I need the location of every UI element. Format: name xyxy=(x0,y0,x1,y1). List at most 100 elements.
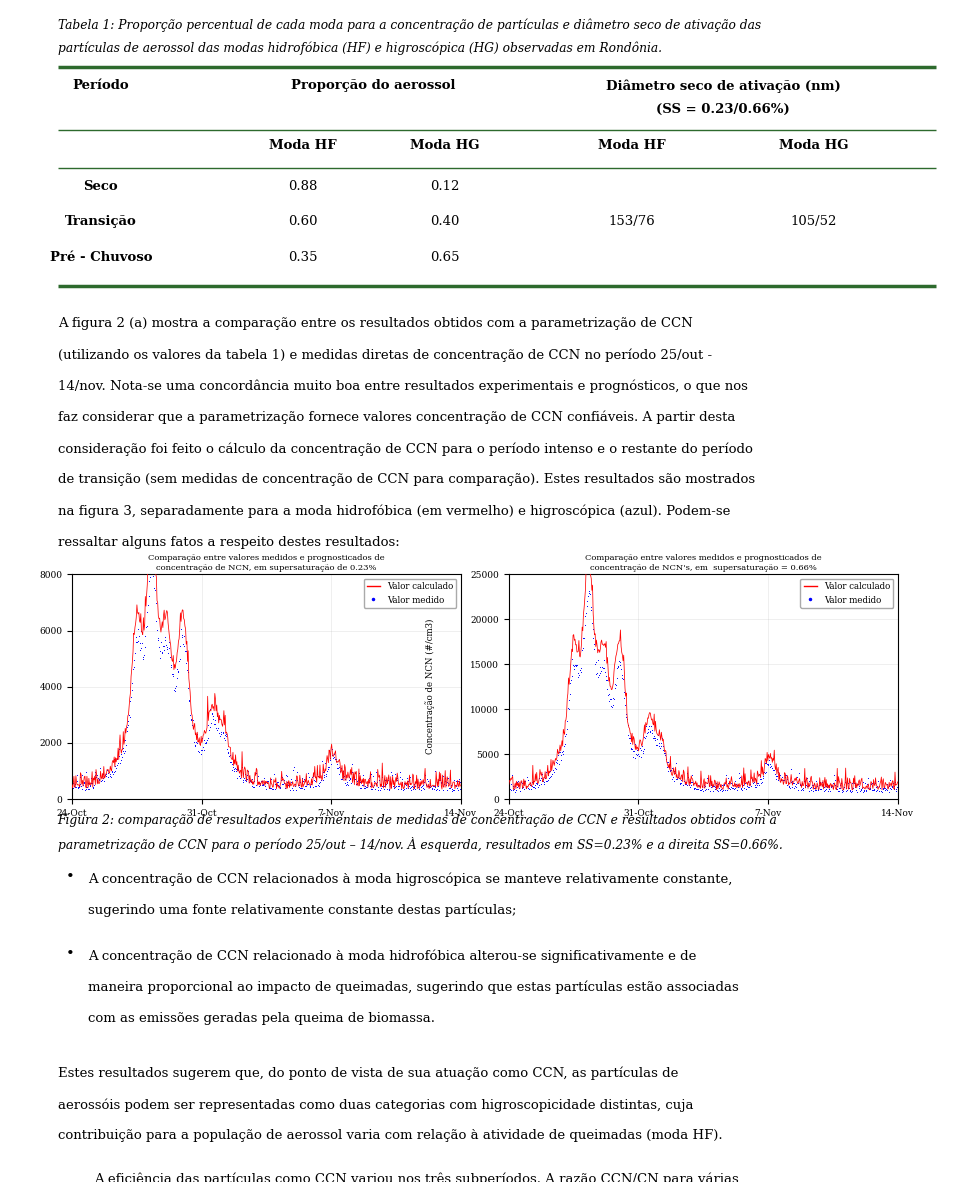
Point xyxy=(358,777,373,795)
Point xyxy=(814,772,829,791)
Point xyxy=(80,780,95,799)
Point xyxy=(87,766,103,785)
Point xyxy=(684,765,700,784)
Point xyxy=(516,778,531,797)
Point xyxy=(715,780,731,799)
Point xyxy=(343,768,358,787)
Point xyxy=(92,759,108,778)
Point xyxy=(91,769,107,788)
Text: parametrização de CCN para o período 25/out – 14/nov. À esquerda, resultados em : parametrização de CCN para o período 25/… xyxy=(58,837,782,852)
Point xyxy=(683,778,698,797)
Point xyxy=(638,716,654,735)
Point xyxy=(782,778,798,797)
Point xyxy=(722,779,737,798)
Point xyxy=(137,638,153,657)
Point xyxy=(633,739,648,758)
Point xyxy=(674,771,689,790)
Point xyxy=(600,680,615,699)
Point xyxy=(716,775,732,794)
Point xyxy=(621,729,636,748)
Point xyxy=(568,656,584,675)
Point xyxy=(700,774,715,793)
Point xyxy=(585,613,600,632)
Point xyxy=(148,580,163,599)
Point xyxy=(398,779,414,798)
Point xyxy=(428,780,444,799)
Point xyxy=(570,668,586,687)
Point xyxy=(263,778,278,797)
Point xyxy=(330,754,346,773)
Point xyxy=(88,767,104,786)
Point xyxy=(666,761,682,780)
Point xyxy=(738,779,754,798)
Point xyxy=(554,746,569,765)
Point xyxy=(386,778,401,797)
Point xyxy=(824,777,839,795)
Point xyxy=(594,657,610,676)
Point xyxy=(605,697,620,716)
Point xyxy=(370,778,385,797)
Point xyxy=(784,778,800,797)
Point xyxy=(641,716,657,735)
Point xyxy=(156,637,171,656)
Point xyxy=(136,645,152,664)
Point xyxy=(675,775,690,794)
Point xyxy=(684,773,700,792)
Point xyxy=(761,751,777,769)
Point xyxy=(878,779,894,798)
Point xyxy=(604,696,619,715)
Point xyxy=(736,773,752,792)
Point xyxy=(699,780,714,799)
Point xyxy=(452,780,468,799)
Point xyxy=(790,774,805,793)
Point xyxy=(778,767,793,786)
Point xyxy=(141,572,156,591)
Point xyxy=(586,628,601,647)
Point xyxy=(703,775,718,794)
Point xyxy=(65,774,81,793)
Point xyxy=(77,774,92,793)
Point xyxy=(849,775,864,794)
Point xyxy=(332,765,348,784)
Point xyxy=(750,775,765,794)
Point xyxy=(129,632,144,651)
Point xyxy=(84,773,99,792)
Point xyxy=(262,778,277,797)
Point xyxy=(541,768,557,787)
Point xyxy=(238,772,253,791)
Point xyxy=(549,753,564,772)
Point xyxy=(545,761,561,780)
Point xyxy=(771,768,786,787)
Point xyxy=(354,778,370,797)
Point xyxy=(546,754,562,773)
Point xyxy=(135,648,151,667)
Point xyxy=(416,780,431,799)
Point xyxy=(775,768,790,787)
Point xyxy=(751,775,766,794)
Point xyxy=(113,745,129,764)
Point xyxy=(198,734,213,753)
Point xyxy=(607,690,622,709)
Point xyxy=(372,774,388,793)
Point xyxy=(872,777,887,795)
Point xyxy=(410,778,425,797)
Point xyxy=(659,758,674,777)
Point xyxy=(130,634,145,652)
Text: Tabela 1: Proporção percentual de cada moda para a concentração de partículas e : Tabela 1: Proporção percentual de cada m… xyxy=(58,19,760,32)
Point xyxy=(340,775,355,794)
Point xyxy=(284,779,300,798)
Point xyxy=(328,749,344,768)
Point xyxy=(644,721,660,740)
Point xyxy=(836,778,852,797)
Point xyxy=(428,778,444,797)
Point xyxy=(406,775,421,794)
Point xyxy=(381,781,396,800)
Point xyxy=(269,774,284,793)
Point xyxy=(626,747,641,766)
Point xyxy=(246,772,261,791)
Point xyxy=(575,638,590,657)
Point xyxy=(237,771,252,790)
Point xyxy=(509,773,524,792)
Point xyxy=(741,778,756,797)
Point xyxy=(234,758,250,777)
